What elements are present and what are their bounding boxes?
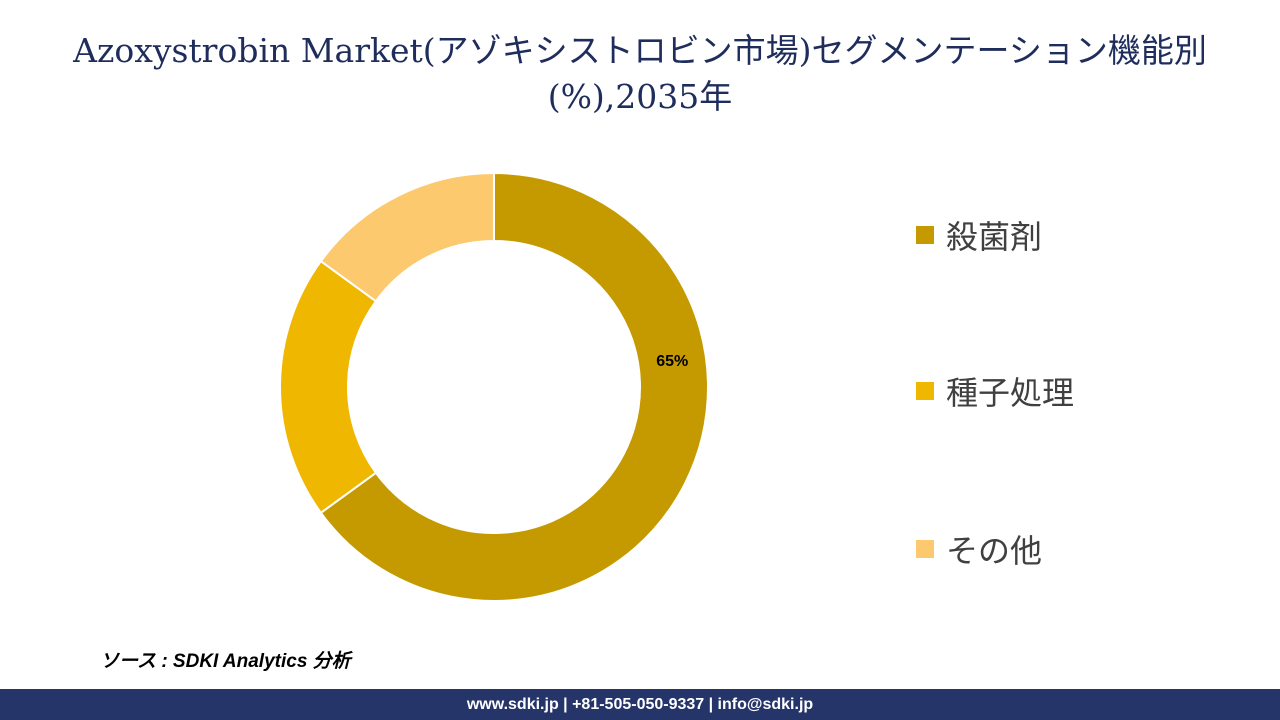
legend-label-seed-treatment: 種子処理 bbox=[946, 374, 1075, 412]
data-labels: 65% bbox=[656, 353, 688, 370]
legend-label-fungicide: 殺菌剤 bbox=[946, 218, 1043, 256]
donut-chart: 65% bbox=[279, 171, 709, 602]
slice-seed-treatment bbox=[279, 259, 378, 515]
donut-slices bbox=[279, 171, 709, 602]
legend-swatch-seed-treatment bbox=[916, 382, 934, 400]
legend-swatch-fungicide bbox=[916, 226, 934, 244]
legend-item-fungicide: 殺菌剤 bbox=[916, 210, 1216, 260]
legend-item-other: その他 bbox=[916, 524, 1216, 574]
legend-label-other: その他 bbox=[946, 532, 1043, 570]
source-note: ソース : SDKI Analytics 分析 bbox=[100, 651, 351, 672]
slice-fungicide bbox=[319, 171, 709, 602]
legend-swatch-other bbox=[916, 540, 934, 558]
chart-title: Azoxystrobin Market(アゾキシストロビン市場)セグメンテーショ… bbox=[73, 31, 1207, 116]
data-label-slice-fungicide: 65% bbox=[656, 353, 688, 370]
slice-other bbox=[319, 171, 495, 303]
footer-bar: www.sdki.jp | +81-505-050-9337 | info@sd… bbox=[0, 689, 1280, 720]
legend-item-seed-treatment: 種子処理 bbox=[916, 366, 1216, 416]
